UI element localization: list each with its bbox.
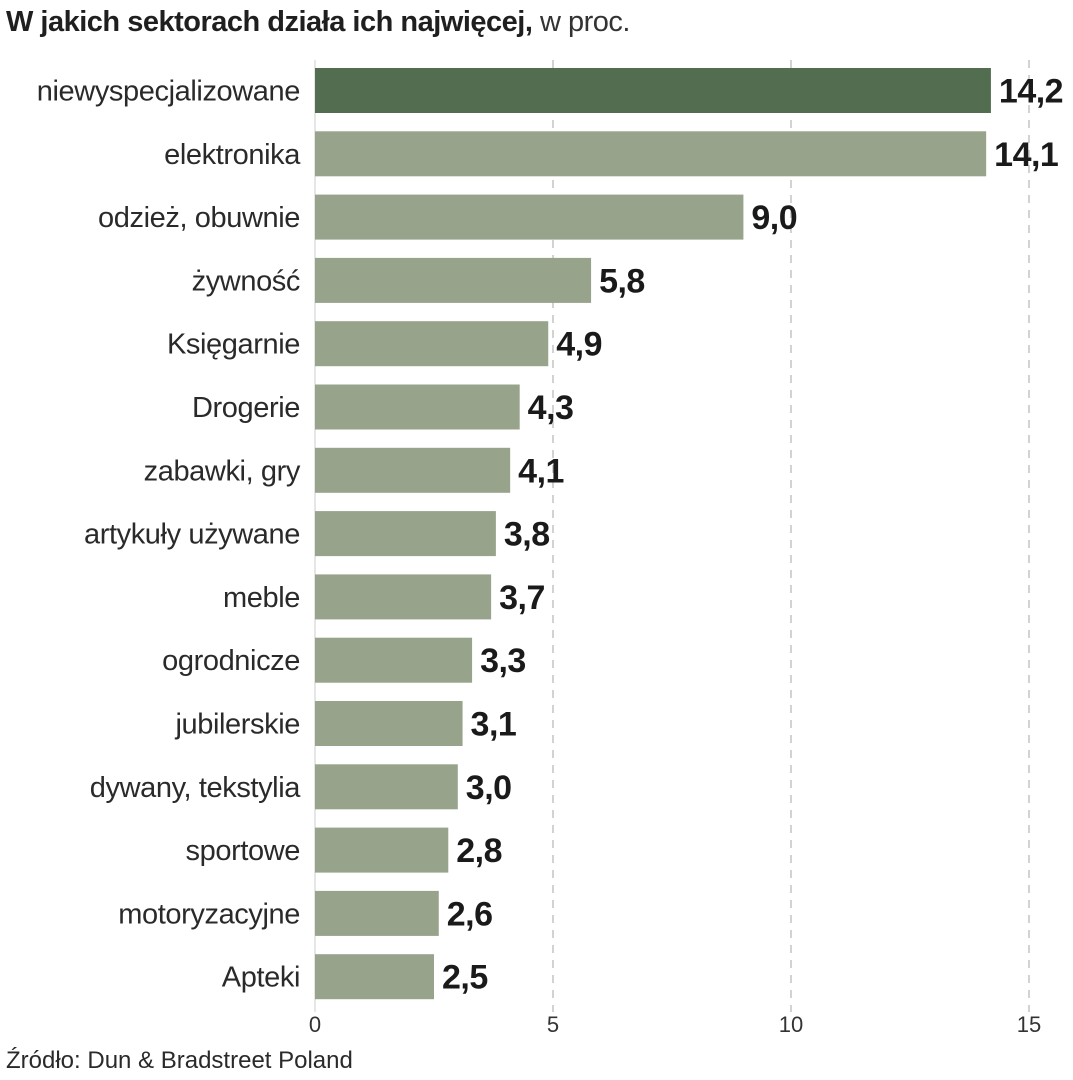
category-label: jubilerskie <box>174 709 300 741</box>
chart-title: W jakich sektorach działa ich najwięcej,… <box>6 4 630 40</box>
category-label: ogrodnicze <box>162 645 300 677</box>
value-label: 4,9 <box>556 326 602 364</box>
bar <box>315 257 592 303</box>
value-label: 4,3 <box>528 389 574 427</box>
bar <box>315 511 496 557</box>
category-label: artykuły używane <box>84 519 300 551</box>
category-label: niewyspecjalizowane <box>37 76 300 108</box>
category-label: Drogerie <box>192 392 300 424</box>
bar <box>315 68 991 113</box>
source-note: Źródło: Dun & Bradstreet Poland <box>6 1047 353 1074</box>
value-label: 3,3 <box>480 642 526 680</box>
chart-title-bold: W jakich sektorach działa ich najwięcej, <box>6 6 533 38</box>
category-label: motoryzacyjne <box>118 898 300 930</box>
category-label: Księgarnie <box>167 329 300 361</box>
x-tick-label: 10 <box>779 1012 803 1037</box>
value-label: 2,5 <box>442 959 488 997</box>
category-label: zabawki, gry <box>144 455 301 487</box>
bar <box>315 764 458 810</box>
value-label: 3,8 <box>504 516 550 554</box>
bar <box>315 637 473 683</box>
x-tick-label: 15 <box>1017 1012 1041 1037</box>
value-label: 2,8 <box>456 832 502 870</box>
bar <box>315 701 463 746</box>
category-label: odzież, obuwnie <box>98 202 300 234</box>
value-label: 2,6 <box>447 895 493 933</box>
value-label: 5,8 <box>599 262 645 300</box>
bar <box>315 194 744 240</box>
bar <box>315 890 439 936</box>
value-label: 4,1 <box>518 452 564 490</box>
value-label: 3,0 <box>466 769 512 807</box>
bar <box>315 827 449 873</box>
value-label: 14,1 <box>994 136 1058 174</box>
x-tick-label: 0 <box>309 1012 321 1037</box>
category-label: sportowe <box>186 835 300 867</box>
category-label: żywność <box>192 265 300 297</box>
bar <box>315 954 434 1000</box>
category-label: Apteki <box>222 962 300 994</box>
bar-chart: niewyspecjalizowane 14,2 elektronika 14,1 od… <box>37 60 1064 1037</box>
value-label: 14,2 <box>999 73 1063 111</box>
x-tick-label: 5 <box>547 1012 559 1037</box>
bar <box>315 384 520 430</box>
category-label: elektronika <box>164 139 301 171</box>
category-label: dywany, tekstylia <box>90 772 302 804</box>
bar <box>315 131 987 177</box>
chart-title-unit: w proc. <box>539 6 630 38</box>
value-label: 3,1 <box>471 706 517 744</box>
bar <box>315 447 511 493</box>
value-label: 9,0 <box>751 199 797 237</box>
value-label: 3,7 <box>499 579 545 617</box>
bar <box>315 574 492 620</box>
category-label: meble <box>223 582 300 614</box>
bar <box>315 321 549 367</box>
